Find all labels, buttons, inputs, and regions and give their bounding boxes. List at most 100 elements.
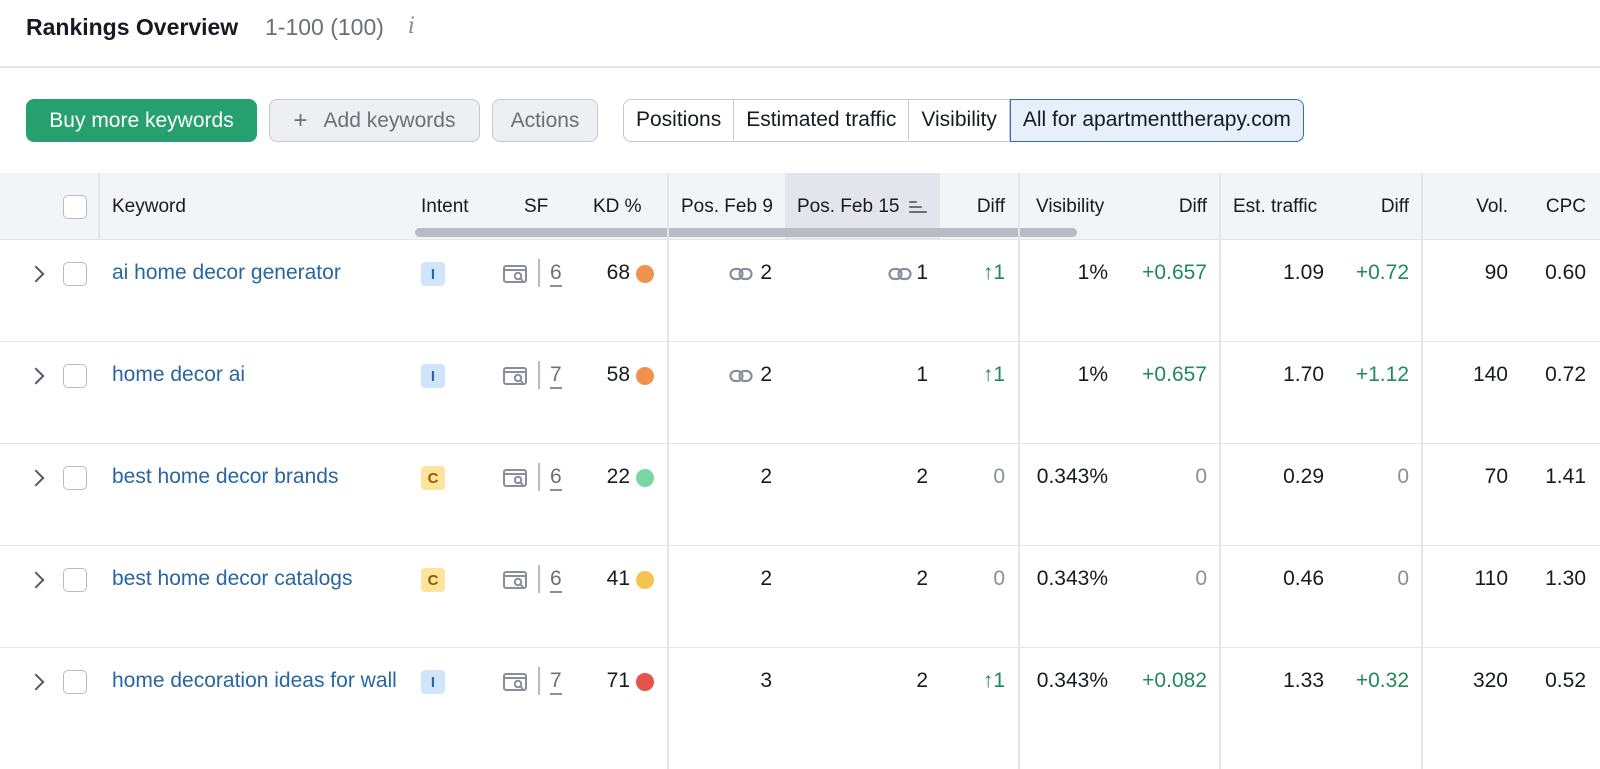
col-pos-prev[interactable]: Pos. Feb 9 xyxy=(681,195,773,217)
link-icon xyxy=(729,264,753,284)
actions-button[interactable]: Actions xyxy=(492,99,598,142)
intent-badge: I xyxy=(421,670,445,694)
volume-value: 90 xyxy=(1484,261,1508,284)
sf-count[interactable]: 7 xyxy=(550,669,562,695)
serp-features-icon[interactable] xyxy=(503,468,527,488)
plus-icon: + xyxy=(293,106,308,134)
cpc-value: 1.30 xyxy=(1545,567,1586,590)
position-prev: 2 xyxy=(760,261,772,284)
col-visibility[interactable]: Visibility xyxy=(1036,195,1105,217)
traffic-value: 0.46 xyxy=(1283,567,1324,590)
kd-value: 58 xyxy=(606,363,630,386)
info-icon[interactable]: i xyxy=(408,14,416,39)
row-checkbox[interactable] xyxy=(63,466,87,490)
row-checkbox[interactable] xyxy=(63,670,87,694)
traffic-value: 1.33 xyxy=(1283,669,1324,692)
visibility-diff: +0.657 xyxy=(1142,261,1207,284)
chevron-right-icon[interactable] xyxy=(27,367,45,385)
position-current: 1 xyxy=(916,261,928,284)
traffic-diff: +1.12 xyxy=(1355,363,1409,386)
serp-features-icon[interactable] xyxy=(503,264,527,284)
row-checkbox[interactable] xyxy=(63,568,87,592)
volume-value: 140 xyxy=(1472,363,1508,386)
horizontal-scrollbar[interactable] xyxy=(415,228,1077,237)
visibility-diff: 0 xyxy=(1195,567,1207,590)
kd-value: 41 xyxy=(606,567,630,590)
col-cpc[interactable]: CPC xyxy=(1545,195,1586,217)
table-row: home decor ai I 7 58 2 1 ↑1 1% +0.657 1.70 +1.12 14… xyxy=(0,342,1600,444)
position-diff: 0 xyxy=(993,567,1005,590)
position-diff: ↑1 xyxy=(982,261,1005,284)
kd-value: 22 xyxy=(606,465,630,488)
keyword-link[interactable]: home decor ai xyxy=(112,363,246,386)
col-traffic[interactable]: Est. traffic xyxy=(1233,195,1318,217)
chevron-right-icon[interactable] xyxy=(27,673,45,691)
col-vis-diff[interactable]: Diff xyxy=(1178,195,1207,217)
kd-difficulty-dot xyxy=(636,673,654,691)
chevron-right-icon[interactable] xyxy=(27,571,45,589)
col-kd[interactable]: KD % xyxy=(593,195,642,217)
view-segmented-control: Positions Estimated traffic Visibility A… xyxy=(623,98,1304,142)
kd-difficulty-dot xyxy=(636,571,654,589)
visibility-diff: +0.657 xyxy=(1142,363,1207,386)
table-row: best home decor brands C 6 22 2 2 0 0.343% 0 0.29… xyxy=(0,444,1600,546)
position-diff: ↑1 xyxy=(982,363,1005,386)
cpc-value: 1.41 xyxy=(1545,465,1586,488)
col-pos-diff[interactable]: Diff xyxy=(976,195,1005,217)
keyword-link[interactable]: ai home decor generator xyxy=(112,261,341,284)
column-divider xyxy=(667,173,669,769)
actions-label: Actions xyxy=(510,108,580,132)
tab-positions[interactable]: Positions xyxy=(624,100,735,140)
page-header: Rankings Overview 1-100 (100) i xyxy=(0,0,1600,68)
sf-divider xyxy=(538,565,540,593)
traffic-value: 1.70 xyxy=(1283,363,1324,386)
table-row: home decoration ideas for wall I 7 71 3 2 ↑1 0.… xyxy=(0,648,1600,769)
traffic-diff: 0 xyxy=(1397,567,1409,590)
tab-visibility[interactable]: Visibility xyxy=(909,100,1010,140)
sort-descending-icon xyxy=(909,200,928,214)
sf-count[interactable]: 6 xyxy=(550,567,562,593)
buy-more-keywords-button[interactable]: Buy more keywords xyxy=(26,99,257,142)
page-title: Rankings Overview xyxy=(26,14,239,40)
kd-difficulty-dot xyxy=(636,265,654,283)
sf-count[interactable]: 7 xyxy=(550,363,562,389)
col-traffic-diff[interactable]: Diff xyxy=(1380,195,1409,217)
select-all-checkbox[interactable] xyxy=(63,195,87,219)
tab-estimated-traffic[interactable]: Estimated traffic xyxy=(734,100,910,140)
keyword-link[interactable]: best home decor catalogs xyxy=(112,567,353,590)
col-keyword[interactable]: Keyword xyxy=(112,195,186,217)
keyword-link[interactable]: best home decor brands xyxy=(112,465,339,488)
serp-features-icon[interactable] xyxy=(503,672,527,692)
add-keywords-button[interactable]: + Add keywords xyxy=(269,99,480,142)
tab-all-for-domain[interactable]: All for apartmenttherapy.com xyxy=(1009,98,1304,142)
col-sf[interactable]: SF xyxy=(524,195,549,217)
chevron-right-icon[interactable] xyxy=(27,469,45,487)
keyword-link[interactable]: home decoration ideas for wall xyxy=(112,669,397,692)
intent-badge: C xyxy=(421,568,445,592)
kd-difficulty-dot xyxy=(636,469,654,487)
kd-difficulty-dot xyxy=(636,367,654,385)
cpc-value: 0.52 xyxy=(1545,669,1586,692)
traffic-diff: +0.72 xyxy=(1355,261,1409,284)
sf-count[interactable]: 6 xyxy=(550,261,562,287)
col-vol[interactable]: Vol. xyxy=(1476,195,1508,217)
serp-features-icon[interactable] xyxy=(503,366,527,386)
serp-features-icon[interactable] xyxy=(503,570,527,590)
row-checkbox[interactable] xyxy=(63,364,87,388)
col-intent[interactable]: Intent xyxy=(421,195,469,217)
sf-divider xyxy=(538,667,540,695)
volume-value: 320 xyxy=(1472,669,1508,692)
column-divider xyxy=(1219,173,1221,769)
traffic-diff: 0 xyxy=(1397,465,1409,488)
sf-count[interactable]: 6 xyxy=(550,465,562,491)
cpc-value: 0.60 xyxy=(1545,261,1586,284)
intent-badge: C xyxy=(421,466,445,490)
chevron-right-icon[interactable] xyxy=(27,265,45,283)
visibility-diff: 0 xyxy=(1195,465,1207,488)
position-current: 2 xyxy=(916,669,928,692)
position-current: 2 xyxy=(916,567,928,590)
row-checkbox[interactable] xyxy=(63,262,87,286)
position-prev: 3 xyxy=(760,669,772,692)
visibility-value: 0.343% xyxy=(1036,567,1108,590)
link-icon xyxy=(888,264,912,284)
